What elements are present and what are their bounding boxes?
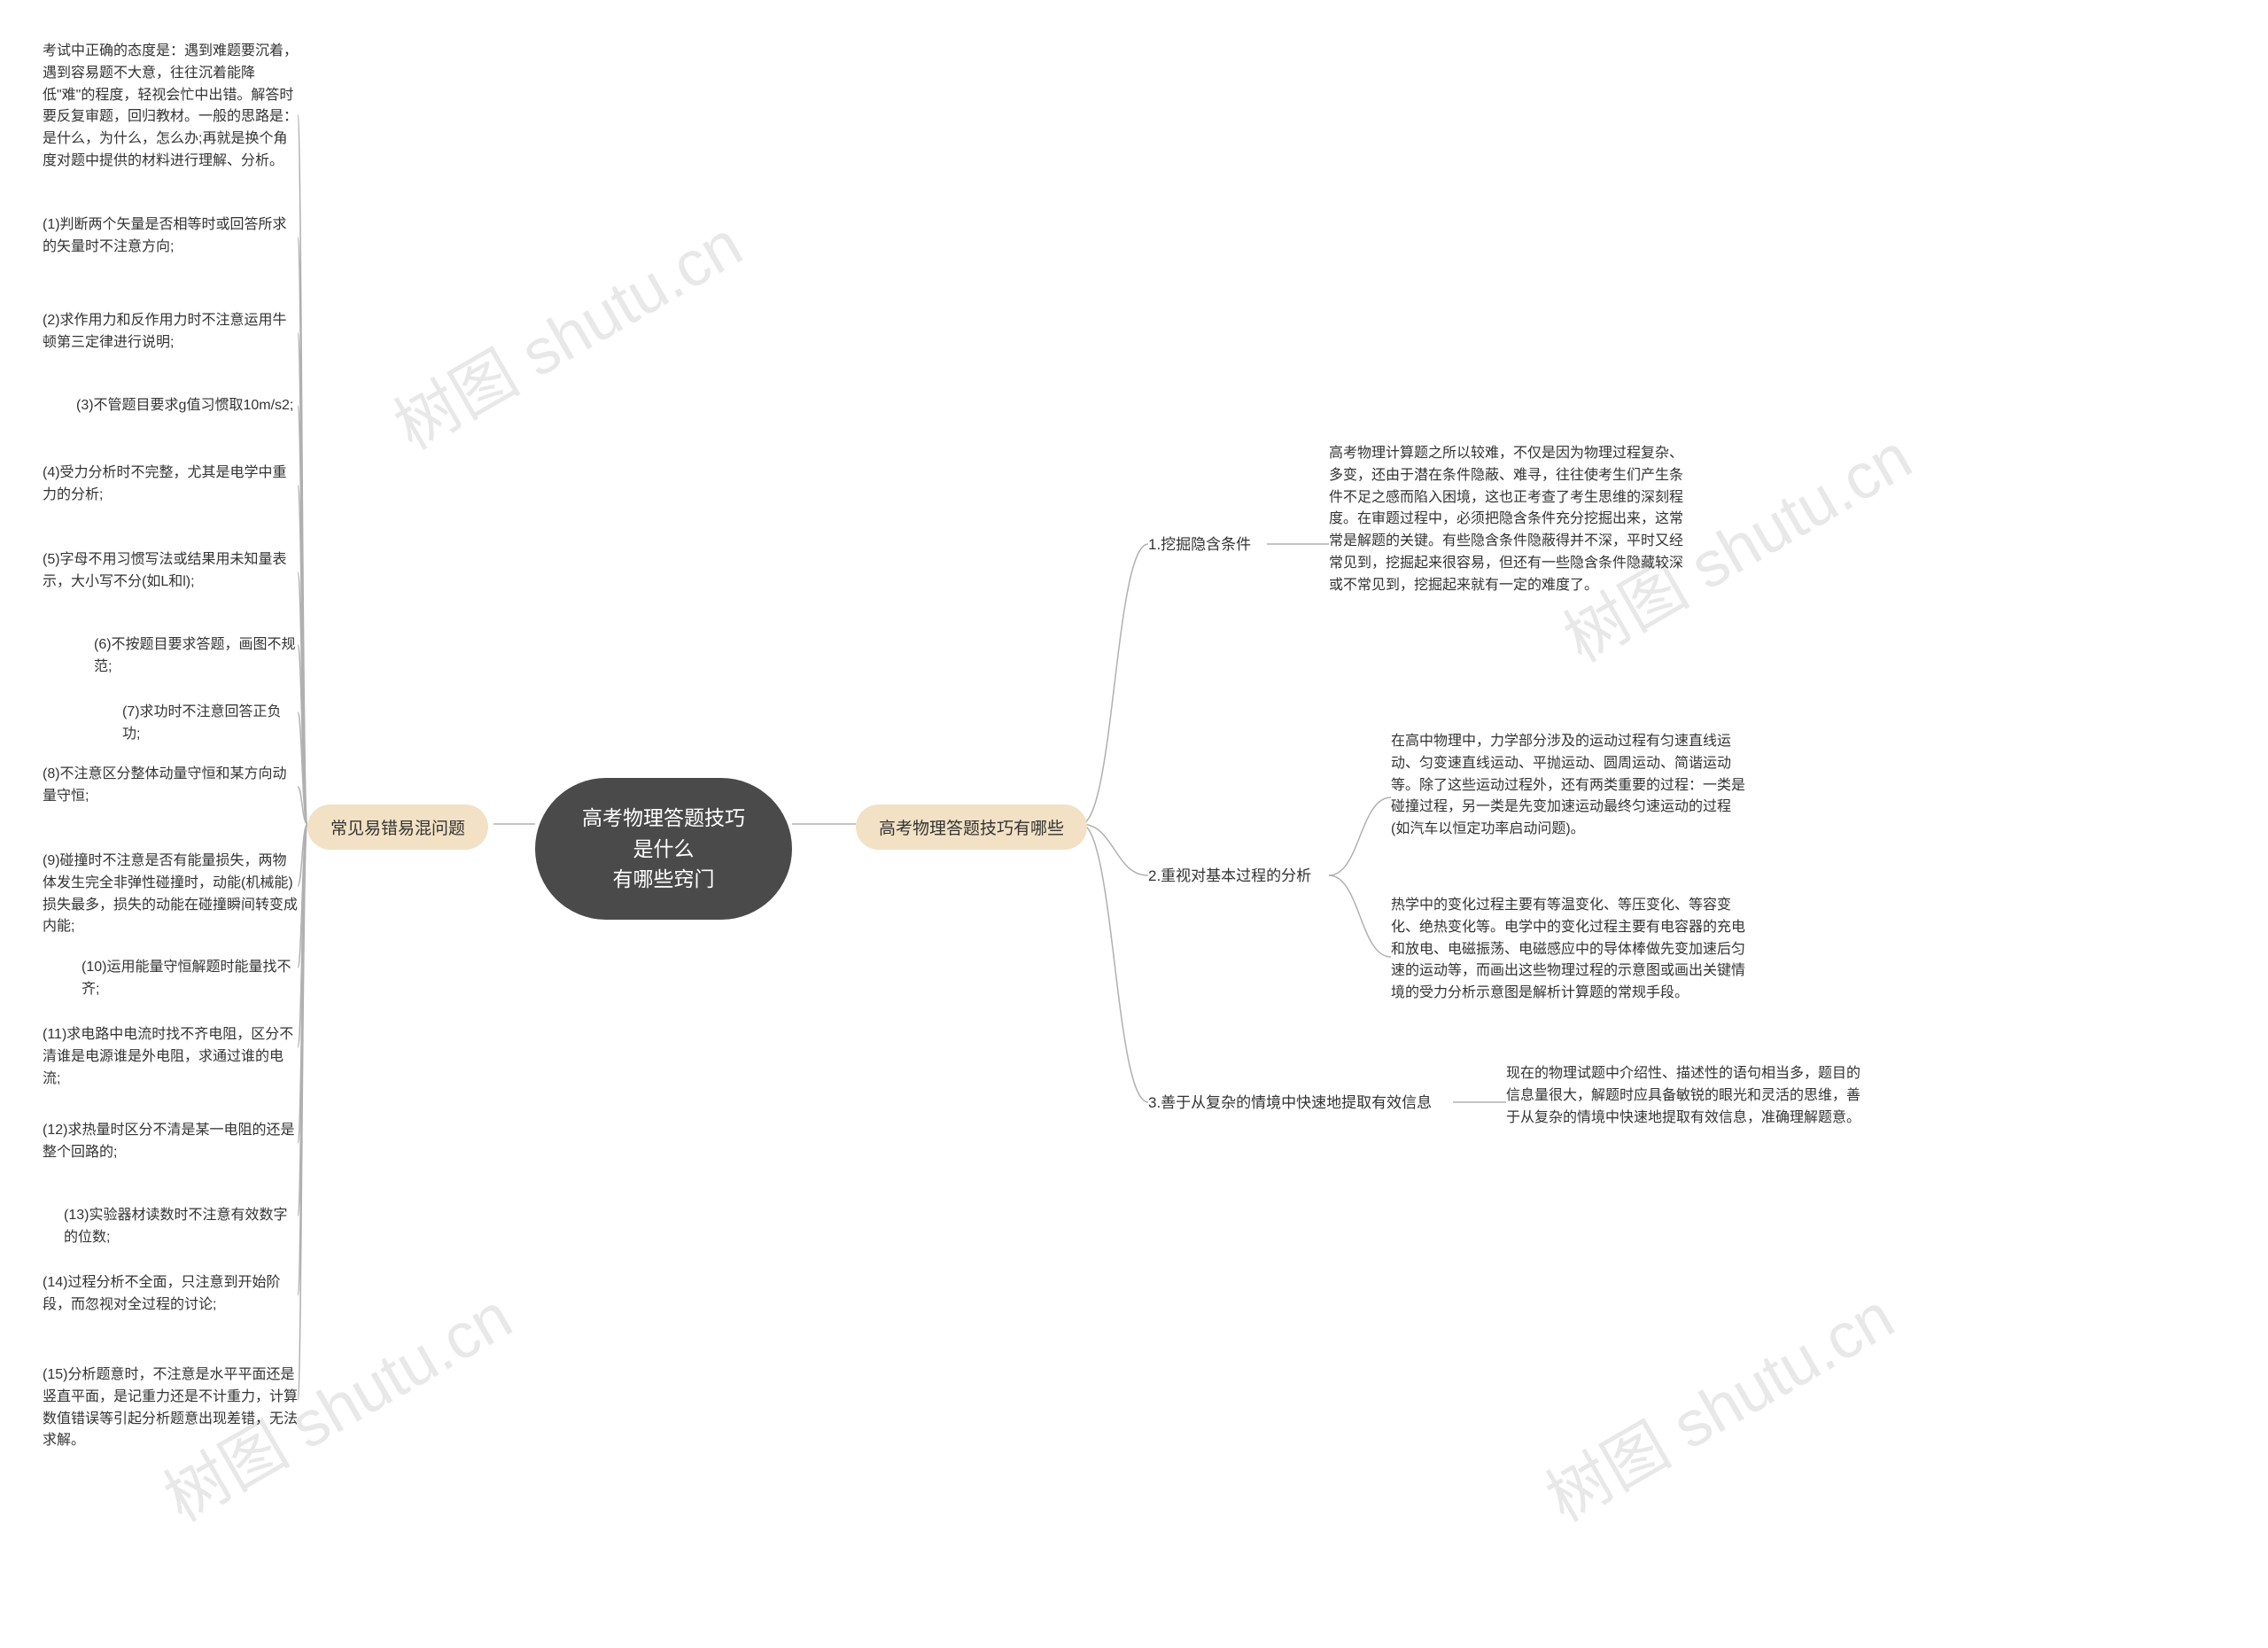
- right-branch-label: 高考物理答题技巧有哪些: [879, 820, 1064, 838]
- left-leaf-4: (4)受力分析时不完整，尤其是电学中重力的分析;: [43, 463, 298, 507]
- left-leaf-10: (10)运用能量守恒解题时能量找不齐;: [82, 957, 298, 1001]
- left-leaf-3: (3)不管题目要求g值习惯取10m/s2;: [76, 395, 298, 417]
- left-branch[interactable]: 常见易错易混问题: [307, 805, 488, 850]
- left-leaf-2: (2)求作用力和反作用力时不注意运用牛顿第三定律进行说明;: [43, 310, 298, 354]
- left-leaf-0: 考试中正确的态度是：遇到难题要沉着，遇到容易题不大意，往往沉着能降低"难"的程度…: [43, 41, 298, 173]
- left-leaf-9: (9)碰撞时不注意是否有能量损失，两物体发生完全非弹性碰撞时，动能(机械能)损失…: [43, 851, 298, 938]
- right-leaf-1-1: 高考物理计算题之所以较难，不仅是因为物理过程复杂、多变，还由于潜在条件隐蔽、难寻…: [1329, 443, 1683, 597]
- left-leaf-11: (11)求电路中电流时找不齐电阻，区分不清谁是电源谁是外电阻，求通过谁的电流;: [43, 1024, 298, 1090]
- right-branch[interactable]: 高考物理答题技巧有哪些: [856, 805, 1087, 850]
- right-sub-1[interactable]: 1.挖掘隐含条件: [1148, 533, 1251, 556]
- left-leaf-6: (6)不按题目要求答题，画图不规范;: [94, 634, 298, 679]
- left-leaf-5: (5)字母不用习惯写法或结果用未知量表示，大小写不分(如L和l);: [43, 549, 298, 594]
- root-title-line2: 有哪些窍门: [613, 867, 715, 890]
- left-leaf-1: (1)判断两个矢量是否相等时或回答所求的矢量时不注意方向;: [43, 214, 298, 259]
- root-title-line1: 高考物理答题技巧是什么: [582, 806, 745, 860]
- right-leaf-3-1: 现在的物理试题中介绍性、描述性的语句相当多，题目的信息量很大，解题时应具备敏锐的…: [1506, 1063, 1860, 1129]
- left-branch-label: 常见易错易混问题: [330, 820, 465, 838]
- left-leaf-12: (12)求热量时区分不清是某一电阻的还是整个回路的;: [43, 1120, 298, 1164]
- left-leaf-15: (15)分析题意时，不注意是水平平面还是竖直平面，是记重力还是不计重力，计算数值…: [43, 1364, 298, 1452]
- right-sub-2[interactable]: 2.重视对基本过程的分析: [1148, 865, 1311, 888]
- left-leaf-7: (7)求功时不注意回答正负功;: [122, 702, 298, 746]
- root-node[interactable]: 高考物理答题技巧是什么 有哪些窍门: [535, 778, 792, 920]
- right-sub-3[interactable]: 3.善于从复杂的情境中快速地提取有效信息: [1148, 1092, 1432, 1115]
- right-leaf-2-2: 热学中的变化过程主要有等温变化、等压变化、等容变化、绝热变化等。电学中的变化过程…: [1391, 895, 1745, 1005]
- right-leaf-2-1: 在高中物理中，力学部分涉及的运动过程有匀速直线运动、匀变速直线运动、平抛运动、圆…: [1391, 731, 1745, 841]
- left-leaf-13: (13)实验器材读数时不注意有效数字的位数;: [64, 1205, 298, 1249]
- left-leaf-14: (14)过程分析不全面，只注意到开始阶段，而忽视对全过程的讨论;: [43, 1272, 298, 1317]
- left-leaf-8: (8)不注意区分整体动量守恒和某方向动量守恒;: [43, 764, 298, 808]
